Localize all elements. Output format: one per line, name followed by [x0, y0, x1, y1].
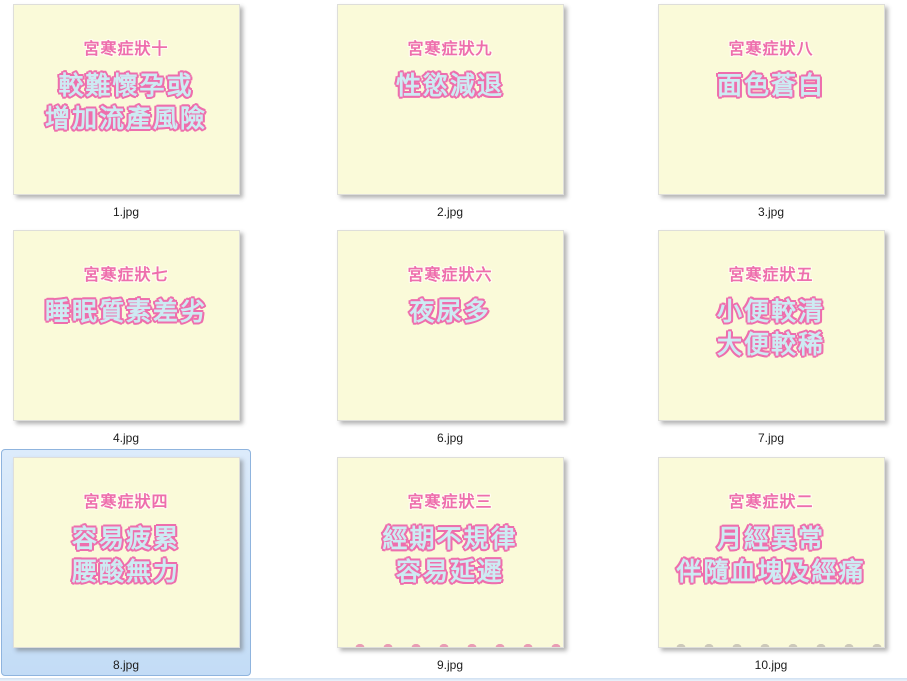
slide-body-line1: 睡眠質素差劣 [44, 298, 207, 326]
thumbnail-image[interactable]: 宮寒症狀七 睡眠質素差劣 [12, 230, 240, 421]
slide-title-text: 宮寒症狀九 [407, 41, 493, 58]
thumbnail-image[interactable]: 宮寒症狀四 容易疲累 腰酸無力 [12, 457, 240, 648]
file-item-9[interactable]: 宮寒症狀三 經期不規律 容易延遲 9.jpg [325, 449, 575, 676]
slide-title-text: 宮寒症狀七 [83, 267, 169, 284]
slide-body-line2: 大便較稀 [716, 331, 825, 359]
thumbnail-image[interactable]: 宮寒症狀五 小便較清 大便較稀 [657, 230, 885, 421]
slide-body-line1: 小便較清 [716, 298, 825, 326]
filename-label[interactable]: 4.jpg [112, 431, 140, 445]
slide-title-text: 宮寒症狀八 [728, 41, 814, 58]
slide-body-line1: 面色蒼白 [716, 72, 825, 100]
filename-label[interactable]: 6.jpg [436, 431, 464, 445]
slide-body-line2: 容易延遲 [395, 558, 504, 586]
file-item-3[interactable]: 宮寒症狀八 面色蒼白 3.jpg [646, 0, 896, 223]
file-item-7[interactable]: 宮寒症狀五 小便較清 大便較稀 7.jpg [646, 222, 896, 449]
slide-body-line1: 經期不規律 [382, 525, 518, 553]
thumbnail-image[interactable]: 宮寒症狀二 月經異常 伴隨血塊及經痛 [657, 457, 885, 648]
slide-title-text: 宮寒症狀五 [728, 267, 814, 284]
file-item-6[interactable]: 宮寒症狀六 夜尿多 6.jpg [325, 222, 575, 449]
file-item-10[interactable]: 宮寒症狀二 月經異常 伴隨血塊及經痛 10.jpg [646, 449, 896, 676]
thumbnail-image[interactable]: 宮寒症狀八 面色蒼白 [657, 4, 885, 195]
filename-label[interactable]: 3.jpg [757, 205, 785, 219]
slide-title-text: 宮寒症狀三 [407, 494, 493, 511]
slide-body-line1: 夜尿多 [409, 298, 491, 326]
thumbnail-image[interactable]: 宮寒症狀十 較難懷孕或 增加流產風險 [12, 4, 240, 195]
filename-label[interactable]: 10.jpg [754, 658, 788, 672]
slide-body-line1: 容易疲累 [71, 525, 180, 553]
filename-label[interactable]: 1.jpg [112, 205, 140, 219]
slide-title-text: 宮寒症狀四 [83, 494, 169, 511]
slide-body-line2: 增加流產風險 [44, 105, 207, 133]
slide-title-text: 宮寒症狀二 [728, 494, 814, 511]
filename-label[interactable]: 2.jpg [436, 205, 464, 219]
slide-title-text: 宮寒症狀十 [83, 41, 169, 58]
file-item-8-selected[interactable]: 宮寒症狀四 容易疲累 腰酸無力 8.jpg [1, 449, 251, 676]
thumbnail-image[interactable]: 宮寒症狀九 性慾減退 [336, 4, 564, 195]
slide-body-line1: 性慾減退 [395, 72, 504, 100]
bottom-pane-edge [0, 678, 907, 681]
slide-body-line1: 較難懷孕或 [58, 72, 194, 100]
filename-label[interactable]: 8.jpg [112, 658, 140, 672]
filename-label[interactable]: 9.jpg [436, 658, 464, 672]
slide-title-text: 宮寒症狀六 [407, 267, 493, 284]
slide-body-line2: 腰酸無力 [71, 558, 180, 586]
thumbnail-image[interactable]: 宮寒症狀三 經期不規律 容易延遲 [336, 457, 564, 648]
file-item-2[interactable]: 宮寒症狀九 性慾減退 2.jpg [325, 0, 575, 223]
file-item-4[interactable]: 宮寒症狀七 睡眠質素差劣 4.jpg [1, 222, 251, 449]
slide-body-line2: 伴隨血塊及經痛 [676, 558, 866, 586]
slide-body-line1: 月經異常 [716, 525, 825, 553]
thumbnail-image[interactable]: 宮寒症狀六 夜尿多 [336, 230, 564, 421]
filename-label[interactable]: 7.jpg [757, 431, 785, 445]
file-item-1[interactable]: 宮寒症狀十 較難懷孕或 增加流產風險 1.jpg [1, 0, 251, 223]
